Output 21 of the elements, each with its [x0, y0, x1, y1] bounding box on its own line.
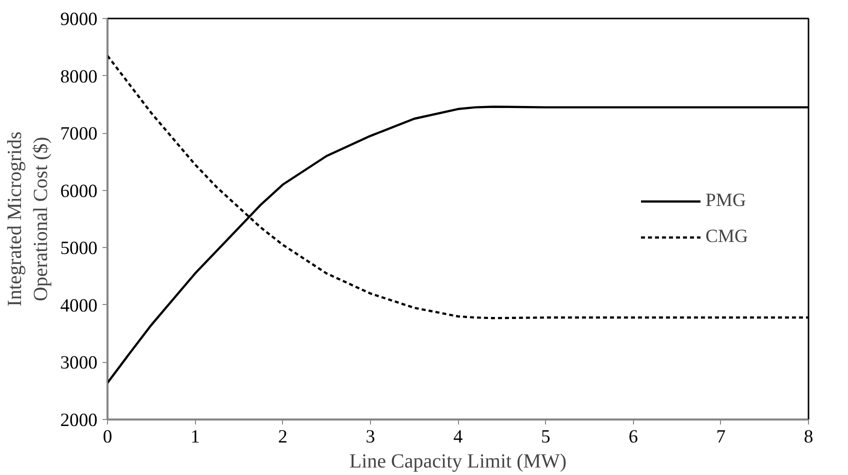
y-tick-label: 8000: [60, 66, 98, 88]
x-axis-title: Line Capacity Limit (MW): [349, 450, 567, 472]
x-tick-label: 7: [716, 426, 726, 448]
y-tick-label: 3000: [60, 352, 98, 374]
y-tick-label: 2000: [60, 410, 98, 431]
x-tick-label: 4: [453, 426, 464, 448]
x-tick-label: 1: [190, 426, 200, 448]
x-tick-label: 5: [540, 426, 550, 448]
y-tick-label: 4000: [60, 295, 98, 316]
y-tick-label: 7000: [60, 124, 98, 145]
y-axis-title: Integrated Microgrids Operational Cost ($): [4, 131, 52, 306]
y-tick-label: 6000: [60, 180, 98, 202]
y-tick-label: 5000: [60, 238, 98, 260]
y-tick-label: 9000: [60, 9, 98, 30]
x-tick-label: 8: [804, 426, 814, 448]
legend-label: CMG: [705, 226, 748, 248]
x-tick-label: 2: [278, 426, 288, 448]
legend-label: PMG: [705, 190, 746, 212]
x-tick-label: 0: [102, 426, 112, 448]
x-tick-label: 6: [628, 426, 638, 448]
x-tick-label: 3: [366, 426, 376, 448]
